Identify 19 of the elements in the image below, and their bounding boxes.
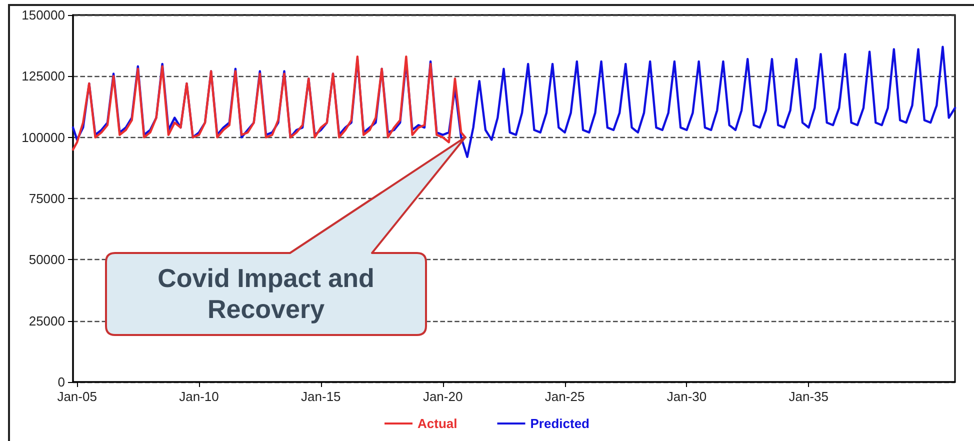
x-tick-label: Jan-35 <box>788 389 829 404</box>
line-series <box>72 55 466 151</box>
y-tick-label: 150000 <box>22 8 65 22</box>
y-tick-label: 75000 <box>28 191 65 206</box>
y-tick-label: 100000 <box>22 130 65 145</box>
y-tick-label: 0 <box>58 374 65 390</box>
y-tick-label: 50000 <box>28 252 65 268</box>
line-series <box>72 46 956 158</box>
legend-label: Actual <box>418 416 458 431</box>
x-tick-label: Jan-15 <box>301 389 341 404</box>
annotation: Covid Impact and Recovery <box>156 262 376 326</box>
x-tick-label: Jan-20 <box>422 389 463 404</box>
y-tick-label: 125000 <box>22 68 65 84</box>
x-tick-label: Jan-05 <box>57 389 97 404</box>
x-tick-label: Jan-25 <box>544 389 585 404</box>
x-tick-label: Jan-10 <box>179 389 219 404</box>
y-tick-label: 25000 <box>28 313 65 328</box>
x-tick-label: Jan-30 <box>666 389 707 404</box>
legend-label: Predicted <box>530 416 590 431</box>
